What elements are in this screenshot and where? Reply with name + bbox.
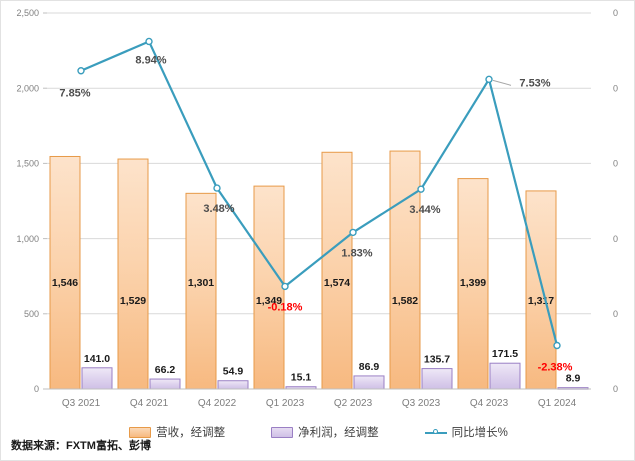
left-axis-ticks: 0 500 1,000 1,500 2,000 2,500: [16, 8, 39, 394]
profit-bar: [217, 380, 249, 390]
growth-value-label: -2.38%: [538, 361, 573, 373]
right-axis-tick-label: 0: [613, 8, 618, 18]
profit-bar: [489, 362, 521, 390]
revenue-bar: [389, 150, 421, 390]
category-axis-labels: Q3 2021 Q4 2021 Q4 2022 Q1 2023 Q2 2023 Q3 20…: [62, 398, 577, 409]
growth-polyline: [79, 40, 559, 347]
revenue-bar: [321, 151, 353, 390]
revenue-bar: [185, 192, 217, 390]
revenue-bar: [49, 155, 81, 390]
profit-bar: [421, 368, 453, 390]
left-axis-tick-label: 1,000: [16, 234, 39, 244]
growth-marker: [281, 282, 289, 291]
left-axis-tick-label: 2,000: [16, 83, 39, 93]
profit-bar-label: 141.0: [84, 353, 110, 365]
profit-swatch-icon: [271, 426, 294, 438]
revenue-bar: [457, 178, 489, 390]
chart-legend: 营收，经调整 净利润，经调整 同比增长%: [1, 421, 634, 443]
right-axis-ticks: 0 0 0 0 0 0: [613, 8, 618, 394]
revenue-bar-label: 1,399: [460, 277, 486, 289]
profit-bars: [81, 362, 589, 390]
revenue-bar-label: 1,301: [188, 277, 214, 289]
profit-bar: [149, 378, 181, 390]
category-label: Q4 2022: [198, 398, 237, 409]
profit-bar-label: 86.9: [359, 361, 380, 373]
left-axis-tick-label: 500: [24, 309, 39, 319]
growth-value-label: 3.44%: [409, 204, 440, 216]
category-label: Q1 2024: [538, 398, 577, 409]
revenue-bars: [49, 150, 557, 390]
growth-value-label: 8.94%: [135, 54, 166, 66]
category-label: Q4 2021: [130, 398, 169, 409]
growth-marker: [213, 184, 221, 192]
profit-bar: [353, 375, 385, 390]
callout-leader-line: [492, 79, 512, 86]
revenue-swatch-icon: [129, 426, 152, 438]
bar-value-labels: 1,546 141.0 1,529 66.2 1,301 54.9 1,349 15.1 1,5…: [52, 277, 581, 385]
right-axis-tick-label: 0: [613, 309, 618, 319]
right-axis-tick-label: 0: [613, 384, 618, 394]
growth-value-label: -0.18%: [268, 301, 303, 313]
growth-line-series: [79, 40, 559, 347]
source-note: 数据来源：FXTM富拓、彭博: [11, 440, 151, 452]
revenue-bar-label: 1,574: [324, 277, 350, 289]
category-label: Q3 2021: [62, 398, 101, 409]
profit-bar-label: 66.2: [155, 364, 176, 376]
category-label: Q1 2023: [266, 398, 305, 409]
growth-line-markers: [77, 37, 561, 350]
left-axis-tick-label: 0: [34, 384, 39, 394]
profit-bar-label: 54.9: [223, 366, 244, 378]
right-axis-tick-label: 0: [613, 83, 618, 93]
profit-bar-label: 15.1: [291, 372, 312, 384]
growth-line-swatch-icon: [424, 428, 447, 437]
callout-leader-lines: [492, 79, 512, 86]
profit-bar-label: 8.9: [566, 373, 581, 385]
revenue-bar: [253, 185, 285, 390]
revenue-bar-label: 1,582: [392, 295, 418, 307]
revenue-bar: [117, 158, 149, 390]
growth-marker: [349, 228, 357, 237]
category-label: Q3 2023: [402, 398, 441, 409]
growth-marker: [417, 185, 425, 193]
left-axis-tick-label: 1,500: [16, 159, 39, 169]
legend-label-profit: 净利润，经调整: [298, 427, 379, 439]
legend-label-revenue: 营收，经调整: [156, 427, 226, 439]
profit-bar-label: 135.7: [424, 354, 450, 366]
growth-marker: [77, 67, 85, 75]
growth-value-label: 7.85%: [59, 88, 90, 100]
revenue-bar-label: 1,546: [52, 277, 78, 289]
growth-marker: [553, 341, 561, 350]
growth-marker: [485, 75, 493, 84]
legend-item-profit[interactable]: 净利润，经调整: [271, 424, 379, 440]
growth-value-labels: 7.85% 8.94% 3.48% -0.18% 1.83% 3.44% 7.53% -2.3…: [59, 54, 572, 373]
revenue-bar-label: 1,529: [120, 295, 146, 307]
left-axis-tick-label: 2,500: [16, 8, 39, 18]
category-label: Q2 2023: [334, 398, 373, 409]
legend-item-growth[interactable]: 同比增长%: [424, 424, 508, 440]
right-axis-tick-label: 0: [613, 234, 618, 244]
growth-value-label: 7.53%: [519, 77, 550, 89]
revenue-bar: [525, 190, 557, 390]
category-label: Q4 2023: [470, 398, 509, 409]
revenue-bar-label: 1,349: [256, 295, 282, 307]
right-axis-tick-label: 0: [613, 159, 618, 169]
growth-marker: [145, 37, 153, 46]
profit-bar-label: 171.5: [492, 348, 518, 360]
legend-label-growth: 同比增长%: [451, 427, 508, 439]
growth-value-label: 1.83%: [341, 247, 372, 259]
legend-item-revenue[interactable]: 营收，经调整: [129, 424, 225, 440]
profit-bar: [81, 367, 113, 390]
growth-value-label: 3.48%: [203, 203, 234, 215]
revenue-bar-label: 1,317: [528, 295, 554, 307]
